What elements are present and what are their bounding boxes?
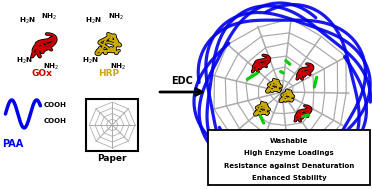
Text: HRP: HRP [98,69,119,77]
Text: NH$_2$: NH$_2$ [110,62,126,72]
Text: Resistance against Denaturation: Resistance against Denaturation [224,163,354,169]
Text: Enhanced Stability: Enhanced Stability [251,175,326,181]
Text: PAA: PAA [2,139,23,149]
Text: NH$_2$: NH$_2$ [43,62,60,72]
Text: GOx: GOx [32,69,53,77]
Text: High Enzyme Loadings: High Enzyme Loadings [244,150,334,156]
Text: Washable: Washable [270,138,308,144]
Text: COOH: COOH [44,102,66,108]
Text: H$_2$N: H$_2$N [82,56,99,66]
Text: NH$_2$: NH$_2$ [41,12,58,22]
Text: H$_2$N: H$_2$N [19,16,36,26]
Text: H$_2$N: H$_2$N [85,16,102,26]
Text: H$_2$N: H$_2$N [16,56,33,66]
Text: NH$_2$: NH$_2$ [108,12,125,22]
Bar [86,99,138,151]
Text: COOH: COOH [44,118,66,124]
Text: EDC: EDC [171,76,193,86]
Text: Paper: Paper [97,154,127,163]
Bar [208,130,370,185]
